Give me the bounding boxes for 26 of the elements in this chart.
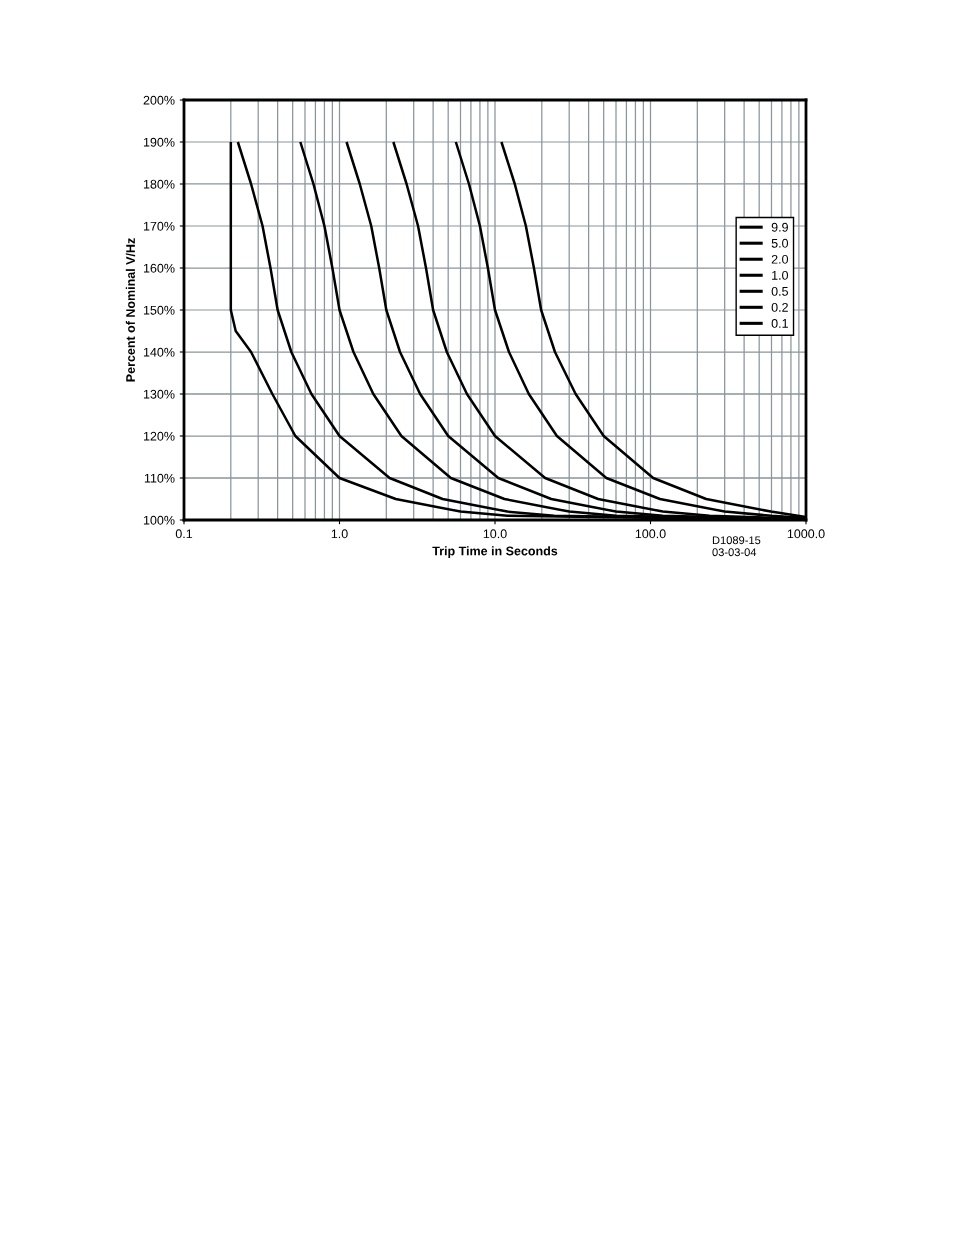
y-tick-label: 130% xyxy=(143,389,175,399)
x-axis-title: Trip Time in Seconds xyxy=(432,546,558,558)
y-tick-label: 100% xyxy=(143,515,175,525)
y-tick-label: 140% xyxy=(143,347,175,357)
legend-label: 0.2 xyxy=(771,302,788,312)
x-tick-label: 10.0 xyxy=(483,529,507,539)
y-tick-label: 170% xyxy=(143,221,175,231)
y-tick-label: 180% xyxy=(143,179,175,189)
text: D1089-15 03-03-04 xyxy=(712,536,761,557)
y-axis-title: Percent of Nominal V/Hz xyxy=(125,238,136,382)
legend-label: 9.9 xyxy=(771,222,788,232)
y-tick-label: 150% xyxy=(143,305,175,315)
y-tick-label: 190% xyxy=(143,137,175,147)
x-tick-label: 1000.0 xyxy=(787,529,825,539)
x-tick-label: 1.0 xyxy=(331,529,348,539)
x-tick-label: 0.1 xyxy=(175,529,193,539)
legend-label: 0.5 xyxy=(771,286,789,296)
y-tick-label: 160% xyxy=(143,263,175,273)
y-tick-label: 110% xyxy=(144,473,175,483)
legend-label: 0.1 xyxy=(771,318,788,328)
legend-label: 2.0 xyxy=(771,254,789,264)
legend-label: 5.0 xyxy=(771,238,789,248)
legend-label: 1.0 xyxy=(772,270,789,280)
x-tick-label: 100.0 xyxy=(635,529,666,539)
y-tick-label: 200% xyxy=(143,95,175,105)
y-tick-label: 120% xyxy=(143,431,175,441)
